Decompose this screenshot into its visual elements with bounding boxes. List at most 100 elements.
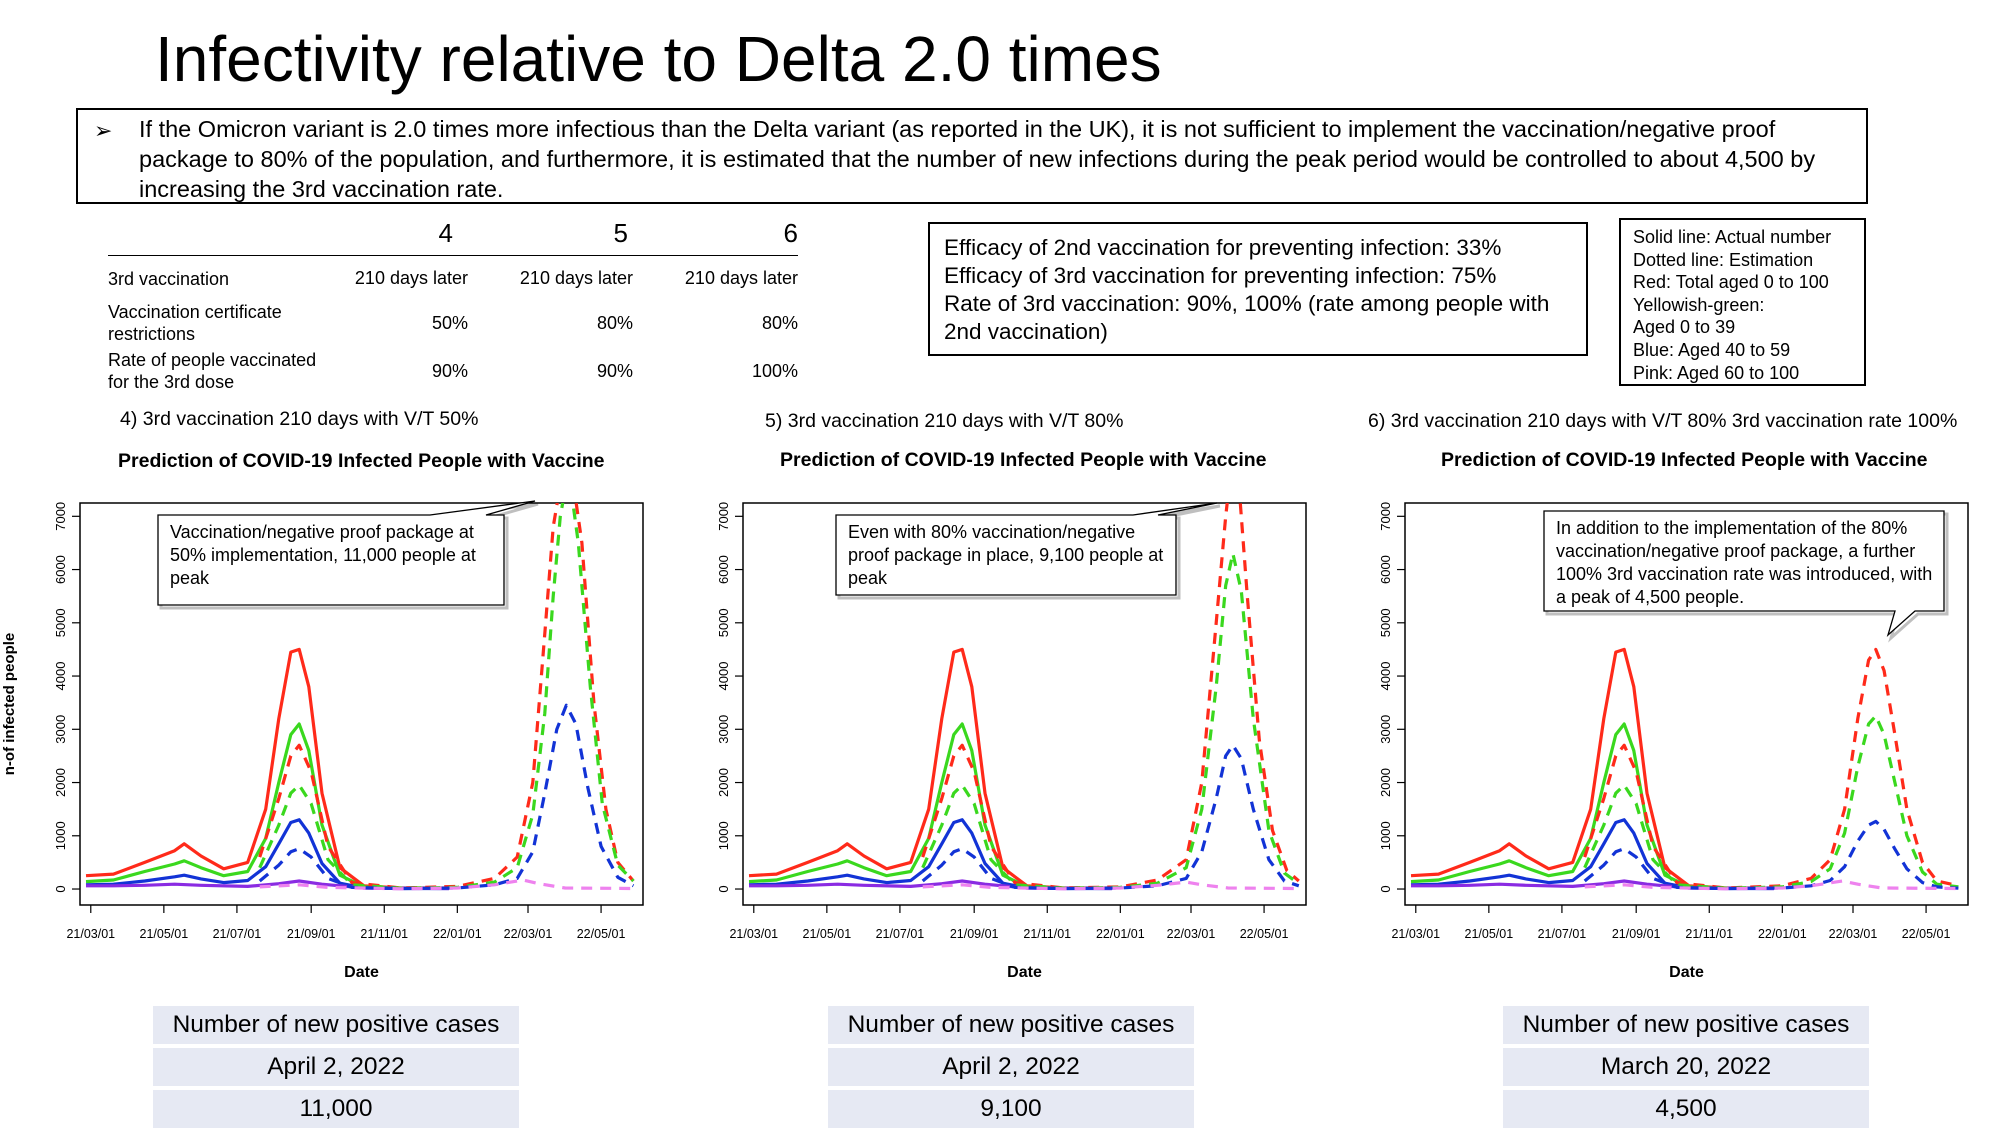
scenario-label-4: 4) 3rd vaccination 210 days with V/T 50% (120, 408, 479, 430)
series-estimation-red (1583, 647, 1959, 890)
x-tick-label: 21/03/01 (66, 927, 115, 941)
table-cell: 80% (761, 313, 798, 333)
scenario-header-4: 4 (438, 218, 453, 248)
cases-value: 9,100 (828, 1090, 1194, 1128)
callout-text-wrap: Vaccination/negative proof package at 50… (170, 522, 476, 588)
x-tick-label: 22/03/01 (504, 927, 553, 941)
callout-text-wrap: Even with 80% vaccination/negative proof… (848, 522, 1163, 588)
x-tick-label: 21/05/01 (1465, 927, 1514, 941)
chart-scenario-4: 0 1000 2000 3000 4000 5000 6000 7000 21/03/01 21/… (1, 500, 644, 981)
cases-table-6: Number of new positive cases March 20, 2… (1503, 1006, 1869, 1132)
y-tick-label: 7000 (1378, 502, 1393, 531)
x-tick-label: 21/11/01 (1023, 927, 1071, 941)
x-tick-label: 21/07/01 (213, 927, 262, 941)
series-estimation-pink (1584, 879, 1959, 891)
x-tick-label: 22/03/01 (1167, 927, 1216, 941)
y-tick-label: 5000 (716, 608, 731, 637)
legend-line: Solid line: Actual number (1633, 227, 1832, 247)
scenario-header-5: 5 (613, 218, 628, 248)
series-actual-red (85, 647, 449, 890)
chart-title: Prediction of COVID-19 Infected People w… (118, 450, 605, 472)
legend-line: Aged 0 to 39 (1633, 317, 1736, 338)
y-tick-label: 4000 (716, 662, 731, 691)
legend-line: Pink: Aged 60 to 100 (1633, 362, 1800, 383)
series-actual-red (748, 647, 1112, 890)
series-estimation-green (258, 503, 565, 890)
x-tick-label: 21/11/01 (1685, 927, 1733, 941)
legend-line: Yellowish-green: (1633, 294, 1765, 315)
cases-table-4: Number of new positive cases April 2, 20… (153, 1006, 519, 1132)
callout-text: In addition to the implementation of the… (1556, 518, 1933, 607)
y-tick-label: 0 (1378, 885, 1393, 892)
y-tick-label: 6000 (1378, 555, 1393, 584)
y-tick-label: 2000 (1378, 768, 1393, 797)
table-cell: 90% (431, 361, 468, 381)
series-actual-purple (86, 879, 449, 891)
cases-value: 4,500 (1503, 1090, 1869, 1128)
y-tick-label: 3000 (716, 715, 731, 744)
y-tick-label: 3000 (1378, 715, 1393, 744)
table-rule (108, 255, 798, 256)
series-group (748, 503, 1300, 891)
legend-box: Solid line: Actual number Dotted line: E… (1619, 218, 1866, 386)
y-tick-label: 4000 (1378, 662, 1393, 691)
callout-text: Vaccination/negative proof package at 50… (170, 522, 476, 588)
chart-title: Prediction of COVID-19 Infected People w… (1441, 449, 1928, 471)
y-tick-label: 7000 (716, 502, 731, 531)
cases-header: Number of new positive cases (153, 1006, 519, 1044)
y-tick-label: 2000 (716, 768, 731, 797)
efficacy-box: Efficacy of 2nd vaccination for preventi… (928, 222, 1588, 356)
y-tick-label: 5000 (1378, 608, 1393, 637)
series-estimation-green (921, 552, 1300, 890)
series-actual-purple (1411, 879, 1774, 891)
x-tick-label: 21/11/01 (360, 927, 408, 941)
cases-value: 11,000 (153, 1090, 519, 1128)
callout-text-wrap: In addition to the implementation of the… (1556, 518, 1933, 607)
slide-title: Infectivity relative to Delta 2.0 times (155, 23, 1162, 95)
x-axis-label: Date (1669, 964, 1704, 981)
scenario-label-6: 6) 3rd vaccination 210 days with V/T 80%… (1368, 410, 1958, 432)
row-label-3rd-dose-rate: Rate of people vaccinated for the 3rd do… (108, 350, 317, 392)
x-axis-label: Date (344, 964, 379, 981)
x-tick-label: 22/05/01 (577, 927, 626, 941)
table-cell: 210 days later (519, 268, 633, 288)
x-tick-label: 21/09/01 (950, 927, 999, 941)
summary-text: If the Omicron variant is 2.0 times more… (139, 116, 1816, 202)
x-tick-label: 22/01/01 (433, 927, 482, 941)
x-tick-label: 22/01/01 (1758, 927, 1807, 941)
table-cell: 80% (596, 313, 633, 333)
cases-date: April 2, 2022 (828, 1048, 1194, 1086)
series-estimation-green (571, 503, 635, 883)
table-cell: 100% (751, 361, 798, 381)
plot-frame (79, 502, 644, 906)
series-estimation-pink (922, 880, 1299, 891)
legend-line: Blue: Aged 40 to 59 (1633, 339, 1791, 360)
plot-frame (742, 502, 1307, 906)
y-axis-label: n-of infected people (1, 633, 18, 776)
summary-box: ➢ If the Omicron variant is 2.0 times mo… (76, 108, 1868, 204)
x-tick-label: 21/07/01 (876, 927, 925, 941)
x-tick-label: 21/09/01 (287, 927, 336, 941)
series-estimation-blue (1583, 819, 1959, 891)
series-actual-blue (748, 818, 1112, 891)
series-actual-red (1410, 647, 1774, 890)
chart-title: Prediction of COVID-19 Infected People w… (780, 449, 1267, 471)
efficacy-line: Efficacy of 2nd vaccination for preventi… (944, 235, 1502, 260)
series-group (85, 503, 635, 891)
x-tick-label: 21/03/01 (1391, 927, 1440, 941)
cases-header: Number of new positive cases (1503, 1006, 1869, 1044)
series-estimation-blue (921, 743, 1300, 891)
x-axis-label: Date (1007, 964, 1042, 981)
row-label-certificate: Vaccination certificate restrictions (108, 302, 282, 344)
x-tick-label: 21/09/01 (1612, 927, 1661, 941)
y-tick-label: 5000 (53, 608, 68, 637)
series-actual-blue (85, 818, 449, 891)
y-tick-label: 7000 (53, 502, 68, 531)
y-tick-label: 6000 (716, 555, 731, 584)
series-actual-purple (749, 879, 1112, 891)
table-cell: 50% (431, 313, 468, 333)
scenario-label-5: 5) 3rd vaccination 210 days with V/T 80% (765, 410, 1124, 432)
x-tick-label: 21/07/01 (1538, 927, 1587, 941)
cases-date: April 2, 2022 (153, 1048, 519, 1086)
callout-box (835, 502, 1218, 596)
